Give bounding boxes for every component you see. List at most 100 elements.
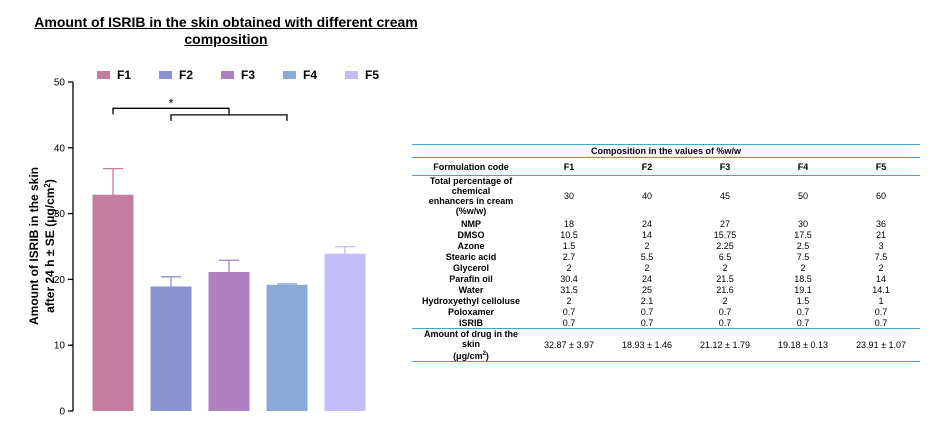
y-tick-label: 40 [54,143,66,154]
significance-label: * [168,95,173,110]
row-label: DMSO [457,229,485,240]
table-cell: 0.7 [874,306,888,317]
table-cell: 32.87 ± 3.97 [530,328,608,362]
legend-swatch-f4 [283,71,296,79]
bar-f1 [92,194,134,411]
table-cell: 0.7 [796,306,810,317]
table-row-enhancers: Total percentage of chemical enhancers in… [412,176,920,216]
table-row: Parafin oil 30.4 24 21.5 18.5 14 [412,273,920,284]
header-formulation-code: Formulation code [412,157,530,176]
y-axis-label-line1: Amount of ISRIB in the skin [27,167,41,325]
table-cell: 18 [563,218,574,229]
table-cell: 0.7 [562,306,576,317]
row-label: ISRIB [458,317,483,328]
y-ticks-group: 0 10 20 30 40 50 [54,78,73,418]
table-cell: 1.5 [796,295,810,306]
legend-swatch-f2 [159,71,172,79]
table-cell: 5.5 [640,251,654,262]
table-cell: 21.6 [716,284,734,295]
error-bars-group [103,167,355,287]
table-cell: 45 [719,191,730,201]
header-f2: F2 [608,157,686,176]
legend: F1 F2 F3 F4 F5 [97,68,379,82]
row-label: Water [458,284,484,295]
table-cell: 27 [719,218,730,229]
table-cell: 2 [644,240,650,251]
bar-f4 [266,284,308,411]
table-cell: 18.93 ± 1.46 [608,328,686,362]
legend-swatch-f3 [221,71,234,79]
row-label: Hydroxyethyl celloluse [421,295,521,306]
table-cell: 0.7 [718,317,732,328]
table-row: Hydroxyethyl celloluse 2 2.1 2 1.5 1 [412,295,920,306]
y-tick-label: 50 [54,78,66,89]
legend-label-f4: F4 [303,68,317,82]
table-cell: 0.7 [640,306,654,317]
table-cell: 7.5 [874,251,888,262]
chart-title: Amount of ISRIB in the skin obtained wit… [34,14,418,47]
significance-bracket-lower [170,114,288,121]
table-cell: 2 [722,295,728,306]
row-label: Azone [457,240,485,251]
header-f3: F3 [686,157,764,176]
table-cell: 10.5 [560,229,578,240]
y-axis-label: Amount of ISRIB in the skin after 24 h ±… [27,167,57,325]
table-cell: 36 [876,218,887,229]
table-cell: 0.7 [718,306,732,317]
table-row: Azone 1.5 2 2.25 2.5 3 [412,240,920,251]
table-cell: 14 [641,229,652,240]
table-cell: 0.7 [562,317,576,328]
table-cell: 40 [641,191,652,201]
legend-label-f5: F5 [365,68,379,82]
row-label: Poloxamer [447,306,495,317]
table-cell: 19.1 [794,284,812,295]
row-label: Amount of drug in the skin (μg/cm2) [412,328,530,362]
bar-chart: Amount of ISRIB in the skin after 24 h ±… [27,68,379,418]
table-cell: 0.7 [874,317,888,328]
table-cell: 25 [641,284,652,295]
row-label: Stearic acid [445,251,497,262]
table-cell: 24 [641,273,652,284]
table-row: ISRIB 0.7 0.7 0.7 0.7 0.7 [412,317,920,329]
table-cell: 31.5 [560,284,578,295]
table-cell: 0.7 [796,317,810,328]
y-tick-label: 20 [54,275,66,286]
row-label: NMP [461,218,481,229]
significance-group: * [112,95,288,121]
table-cell: 21.12 ± 1.79 [686,328,764,362]
table-cell: 2 [722,262,728,273]
table-cell: 2 [644,262,650,273]
table-cell: 30.4 [560,273,578,284]
row-label: Parafin oil [449,273,493,284]
table-caption-row: Composition in the values of %w/w [412,144,921,158]
table-cell: 2.7 [562,251,576,262]
bar-f2 [150,286,192,411]
legend-label-f1: F1 [117,68,131,82]
table-cell: 60 [876,191,887,201]
table-cell: 23.91 ± 1.07 [842,328,921,362]
table-row: DMSO 10.5 14 15.75 17.5 21 [412,229,920,240]
table-cell: 14.1 [872,284,890,295]
legend-label-f3: F3 [241,68,255,82]
table-cell: 2 [566,295,572,306]
header-f5: F5 [842,157,921,176]
y-tick-label: 30 [54,209,66,220]
table-cell: 1.5 [562,240,576,251]
table-row: Glycerol 2 2 2 2 2 [412,262,920,273]
table-cell: 0.7 [640,317,654,328]
header-f4: F4 [764,157,842,176]
table-cell: 21 [876,229,887,240]
table-row: NMP 18 24 27 30 36 [412,216,920,229]
table-cell: 2 [800,262,806,273]
table-header-row: Formulation code F1 F2 F3 F4 F5 [412,157,921,176]
table-cell: 30 [797,218,808,229]
y-tick-label: 0 [59,407,65,418]
table-cell: 2.25 [716,240,734,251]
table-cell: 2.5 [796,240,810,251]
table-cell: 1 [878,295,884,306]
table-cell: 14 [876,273,887,284]
table-cell: 2.1 [640,295,654,306]
table-cell: 30 [563,191,574,201]
table-cell: 50 [797,191,808,201]
row-label: Total percentage of chemical enhancers in… [428,176,514,216]
